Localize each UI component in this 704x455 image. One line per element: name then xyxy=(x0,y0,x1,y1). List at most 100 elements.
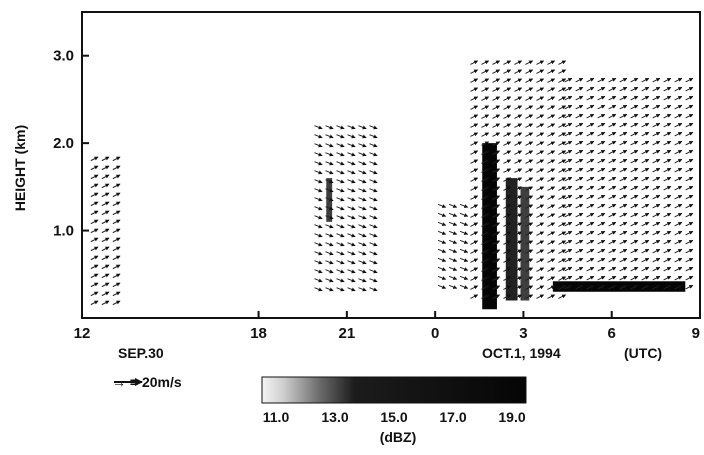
wind-vector xyxy=(547,195,556,200)
wind-vector xyxy=(597,275,606,281)
wind-vector xyxy=(448,239,458,244)
wind-vector xyxy=(437,212,447,217)
wind-vector xyxy=(448,203,458,208)
wind-vector xyxy=(558,168,567,173)
wind-vector xyxy=(547,78,556,83)
wind-vector xyxy=(558,222,567,227)
wind-vector xyxy=(597,104,606,110)
wind-vector xyxy=(90,264,99,270)
wind-vector xyxy=(630,212,639,218)
wind-vector xyxy=(101,192,110,198)
wind-vector xyxy=(481,213,490,218)
wind-vector xyxy=(470,267,479,272)
wind-vector xyxy=(652,230,661,236)
wind-vector xyxy=(619,212,628,218)
wind-vector xyxy=(325,188,334,193)
wind-vector xyxy=(481,168,490,173)
wind-vector xyxy=(630,221,639,227)
wind-vector xyxy=(503,60,512,65)
wind-vector xyxy=(630,284,639,290)
wind-vector xyxy=(536,177,545,182)
wind-vector xyxy=(608,122,617,128)
wind-vector xyxy=(347,161,356,166)
wind-vector xyxy=(663,239,672,245)
wind-vector xyxy=(536,96,545,101)
wind-vector xyxy=(575,167,584,173)
wind-vector xyxy=(685,149,694,155)
wind-vector xyxy=(630,275,639,281)
wind-vector xyxy=(641,185,650,191)
wind-vector xyxy=(481,87,490,92)
wind-vector xyxy=(503,150,512,155)
wind-vector xyxy=(663,77,672,83)
wind-vector xyxy=(608,239,617,245)
wind-vector xyxy=(369,197,378,202)
wind-vector xyxy=(575,284,584,290)
wind-vector xyxy=(586,140,595,146)
wind-vector xyxy=(470,132,479,137)
wind-vector xyxy=(514,204,523,209)
wind-vector xyxy=(314,215,323,220)
wind-vector xyxy=(369,179,378,184)
wind-vector xyxy=(325,197,334,202)
wind-vector xyxy=(547,249,556,254)
wind-vector xyxy=(547,222,556,227)
wind-vector xyxy=(575,149,584,155)
wind-vector xyxy=(112,192,121,198)
wind-vector xyxy=(674,149,683,155)
wind-vector xyxy=(575,275,584,281)
wind-vector xyxy=(369,161,378,166)
wind-vector xyxy=(347,134,356,139)
x-tick-label: 3 xyxy=(519,325,527,342)
wind-vector xyxy=(492,78,501,83)
wind-vector xyxy=(492,177,501,182)
wind-vector xyxy=(641,104,650,110)
wind-vector xyxy=(525,87,534,92)
wind-vector xyxy=(314,269,323,274)
wind-vector xyxy=(101,300,110,306)
wind-vector xyxy=(575,239,584,245)
wind-vector xyxy=(336,197,345,202)
wind-vector xyxy=(492,204,501,209)
wind-vector xyxy=(314,224,323,229)
wind-vector xyxy=(314,152,323,157)
wind-vector xyxy=(481,285,490,290)
wind-vector xyxy=(470,87,479,92)
wind-vector xyxy=(608,203,617,209)
wind-vector xyxy=(674,122,683,128)
wind-vector xyxy=(481,177,490,182)
wind-vector xyxy=(536,258,545,263)
wind-vector xyxy=(575,77,584,83)
wind-vector xyxy=(347,278,356,283)
wind-vector xyxy=(101,264,110,270)
wind-vector xyxy=(619,185,628,191)
wind-vector xyxy=(547,114,556,119)
wind-vector xyxy=(492,69,501,74)
wind-vector xyxy=(325,125,334,130)
wind-vector xyxy=(448,230,458,235)
wind-vector xyxy=(575,95,584,101)
wind-vector xyxy=(564,203,573,209)
wind-vector xyxy=(470,141,479,146)
wind-vector xyxy=(347,215,356,220)
wind-vector xyxy=(564,158,573,164)
wind-vector xyxy=(481,249,490,254)
wind-vector xyxy=(608,275,617,281)
wind-vector xyxy=(314,179,323,184)
wind-vector xyxy=(597,194,606,200)
wind-vector xyxy=(536,294,545,299)
wind-vector xyxy=(112,156,121,162)
wind-vector xyxy=(112,246,121,252)
wind-vector xyxy=(325,143,334,148)
wind-vector xyxy=(575,131,584,137)
wind-vector xyxy=(586,230,595,236)
wind-vector xyxy=(112,228,121,234)
wind-vector xyxy=(652,284,661,290)
wind-vector xyxy=(685,230,694,236)
wind-vector xyxy=(470,249,479,254)
wind-vector xyxy=(547,123,556,128)
wind-vector xyxy=(630,185,639,191)
wind-vector xyxy=(492,276,501,281)
wind-vector xyxy=(492,195,501,200)
wind-vector xyxy=(685,194,694,200)
